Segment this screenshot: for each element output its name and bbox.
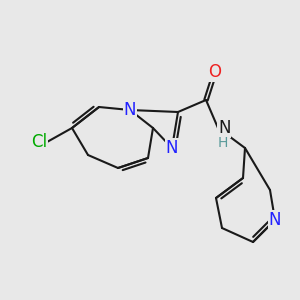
Text: N: N <box>124 101 136 119</box>
Text: Cl: Cl <box>31 133 47 151</box>
Text: H: H <box>218 136 228 150</box>
Text: O: O <box>208 63 221 81</box>
Text: N: N <box>269 211 281 229</box>
Text: N: N <box>218 119 230 137</box>
Text: N: N <box>166 139 178 157</box>
